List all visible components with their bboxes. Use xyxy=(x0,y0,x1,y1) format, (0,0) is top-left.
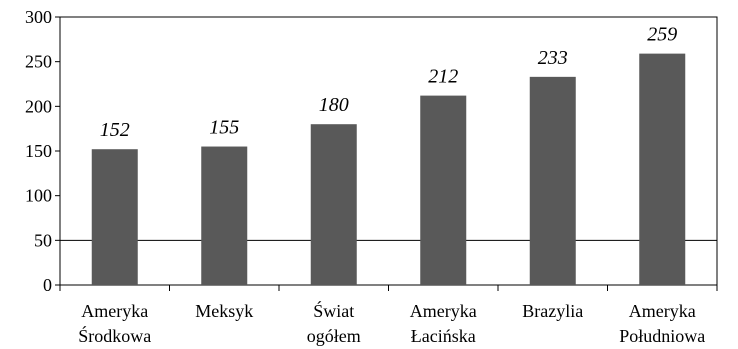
x-tick-label: Środkowa xyxy=(78,325,151,346)
x-tick-label: Ameryka xyxy=(410,301,477,321)
x-tick-label: ogółem xyxy=(307,326,361,346)
data-label: 259 xyxy=(647,24,677,46)
y-tick-label: 50 xyxy=(34,230,52,250)
data-label: 180 xyxy=(319,94,349,116)
y-tick-label: 100 xyxy=(25,186,52,206)
y-tick-label: 200 xyxy=(25,96,52,116)
x-tick-label: Brazylia xyxy=(522,301,583,321)
bar xyxy=(201,146,248,285)
data-label: 152 xyxy=(100,119,130,141)
bar xyxy=(91,149,138,285)
plot-frame xyxy=(59,16,718,286)
data-label: 233 xyxy=(538,47,568,69)
y-tick-label: 0 xyxy=(43,275,52,295)
bar xyxy=(310,124,357,285)
y-tick-label: 150 xyxy=(25,141,52,161)
x-tick-label: Świat xyxy=(313,300,354,321)
data-label: 212 xyxy=(428,66,458,88)
y-tick-label: 250 xyxy=(25,52,52,72)
y-tick-label: 300 xyxy=(25,7,52,27)
x-tick-label: Ameryka xyxy=(81,301,148,321)
data-label: 155 xyxy=(209,117,239,139)
bar xyxy=(529,76,576,285)
x-tick-label: Ameryka xyxy=(629,301,696,321)
x-tick-label: Południowa xyxy=(619,326,705,346)
x-tick-label: Łacińska xyxy=(411,326,476,346)
x-tick-label: Meksyk xyxy=(195,301,253,321)
bar xyxy=(420,95,467,285)
bar xyxy=(639,53,686,286)
